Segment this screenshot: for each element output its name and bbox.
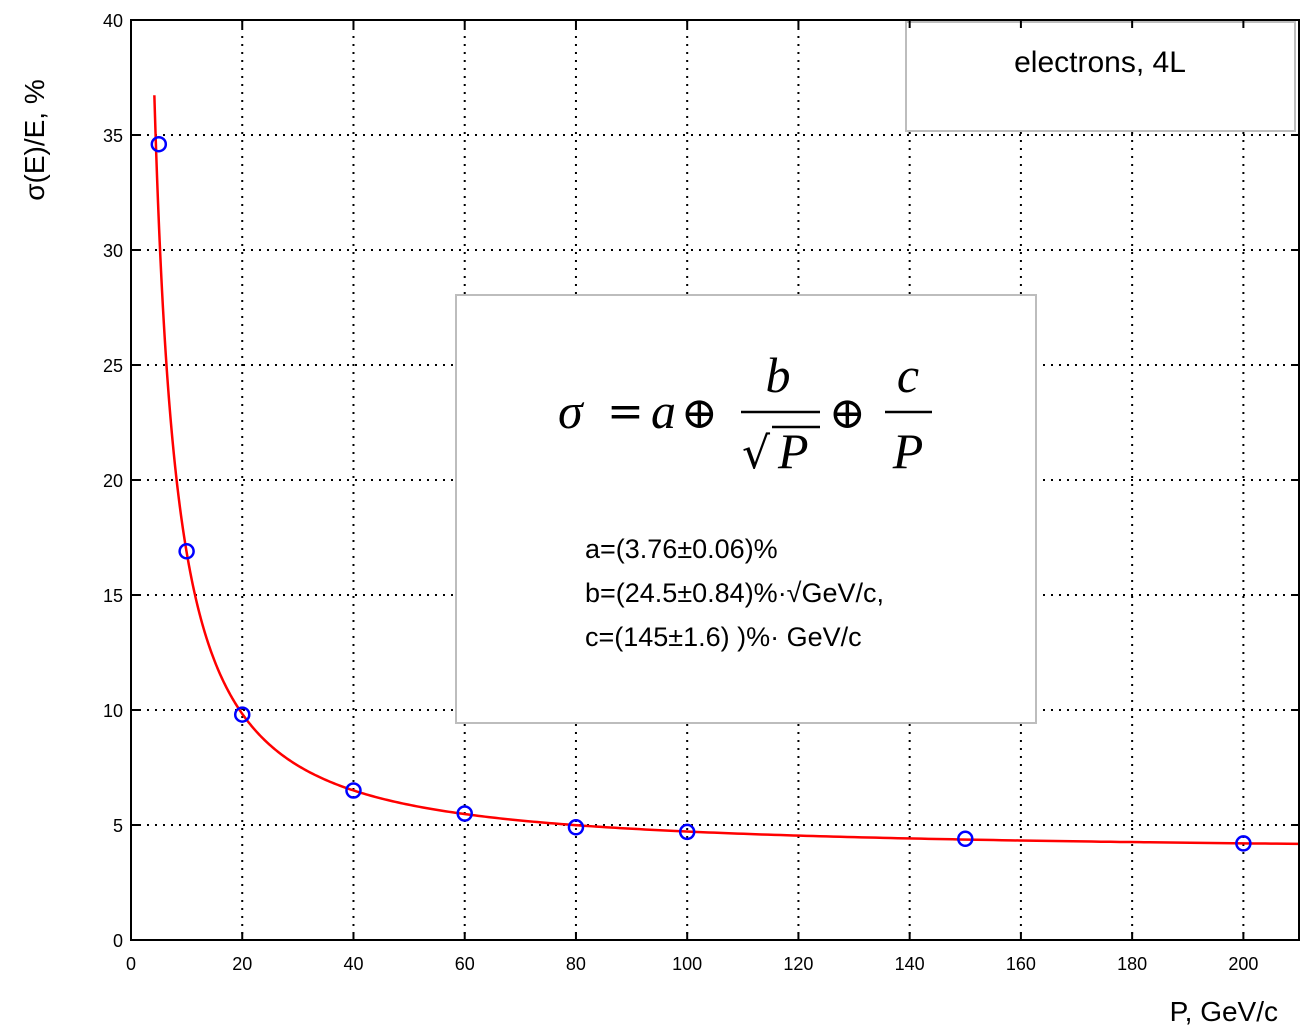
y-tick-label: 15 — [103, 586, 123, 606]
x-tick-label: 60 — [455, 954, 475, 974]
data-point — [567, 819, 585, 836]
data-point — [150, 135, 168, 153]
x-tick-label: 100 — [672, 954, 702, 974]
data-point — [456, 805, 473, 822]
y-tick-label: 35 — [103, 126, 123, 146]
formula-c: c — [897, 347, 919, 403]
formula: σ = a ⊕ b √ P ⊕ c P — [558, 347, 932, 479]
y-tick-label: 10 — [103, 701, 123, 721]
formula-P-2: P — [892, 423, 924, 479]
legend-label: electrons, 4L — [1014, 46, 1186, 79]
y-tick-label: 20 — [103, 471, 123, 491]
formula-oplus-2: ⊕ — [829, 388, 866, 439]
formula-oplus-1: ⊕ — [681, 388, 718, 439]
fit-param-a: a=(3.76±0.06)% — [585, 534, 778, 564]
data-point — [957, 830, 974, 848]
data-points — [150, 135, 1252, 852]
data-point — [178, 543, 195, 560]
data-point — [1235, 835, 1252, 852]
x-tick-label: 80 — [566, 954, 586, 974]
y-tick-label: 25 — [103, 356, 123, 376]
y-tick-label: 5 — [113, 816, 123, 836]
data-point — [345, 782, 362, 799]
x-tick-label: 0 — [126, 954, 136, 974]
x-tick-labels: 0 20 40 60 80 100 120 140 160 180 200 — [126, 954, 1258, 974]
formula-P-1: P — [777, 423, 809, 479]
x-tick-label: 120 — [783, 954, 813, 974]
grid — [131, 20, 1299, 940]
x-tick-label: 180 — [1117, 954, 1147, 974]
legend-box — [905, 21, 1296, 132]
y-tick-label: 0 — [113, 931, 123, 951]
y-tick-label: 40 — [103, 11, 123, 31]
x-tick-label: 160 — [1006, 954, 1036, 974]
x-axis-title: P, GeV/c — [1170, 996, 1278, 1027]
fit-curve — [153, 95, 1299, 846]
x-tick-label: 200 — [1228, 954, 1258, 974]
fit-param-b: b=(24.5±0.84)%·√GeV/c, — [585, 578, 884, 608]
formula-equals: = — [607, 386, 644, 437]
formula-a: a — [651, 383, 676, 439]
ticks — [130, 19, 1299, 941]
formula-lhs: σ — [558, 383, 585, 439]
formula-box — [455, 294, 1037, 724]
y-axis-title: σ(E)/E, % — [19, 79, 50, 201]
fit-param-c: c=(145±1.6) )%· GeV/c — [585, 622, 862, 652]
x-tick-label: 20 — [232, 954, 252, 974]
data-point — [233, 706, 251, 723]
formula-b: b — [766, 347, 791, 403]
x-tick-label: 140 — [895, 954, 925, 974]
formula-sqrt: √ — [742, 428, 771, 479]
y-tick-label: 30 — [103, 241, 123, 261]
y-tick-labels: 0 5 10 15 20 25 30 35 40 — [103, 11, 123, 951]
x-tick-label: 40 — [343, 954, 363, 974]
data-point — [678, 823, 696, 841]
